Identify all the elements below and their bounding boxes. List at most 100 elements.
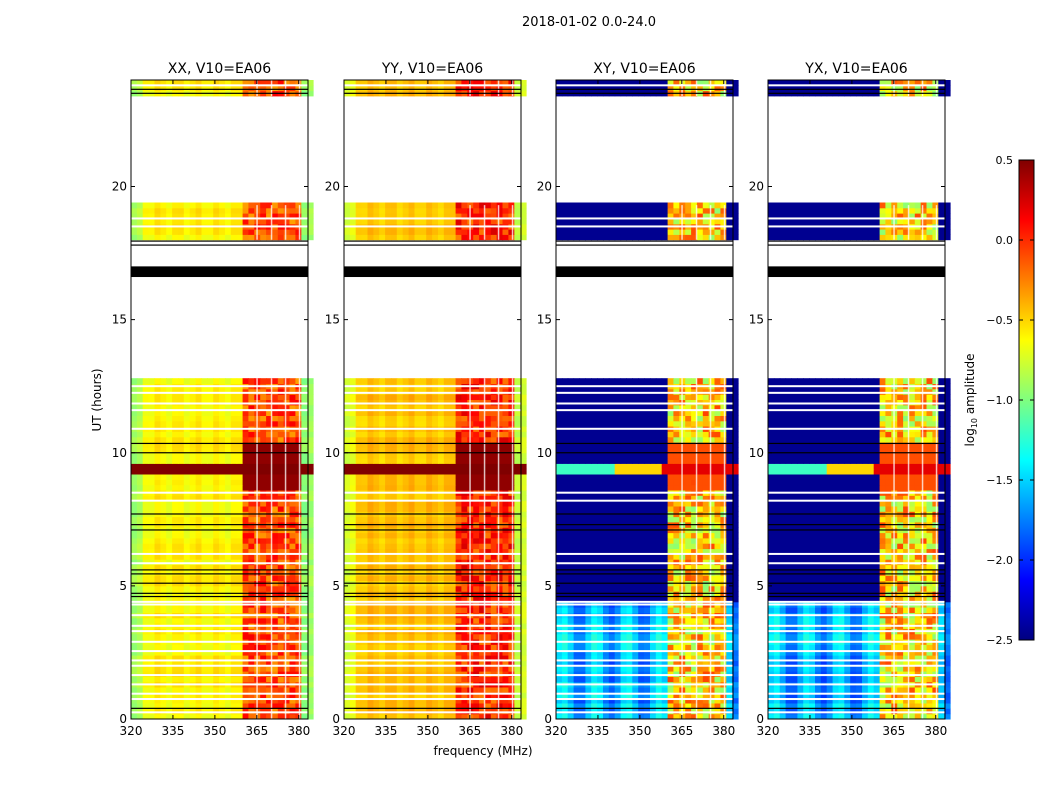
heatmap-cell [271, 543, 279, 550]
heatmap-cell [136, 85, 144, 92]
heatmap-cell [502, 537, 509, 544]
heatmap-cell [242, 607, 249, 613]
heatmap-cell [455, 452, 462, 459]
heatmap-cell [490, 80, 498, 86]
heatmap-cell [225, 703, 232, 709]
heatmap-cell [396, 516, 404, 523]
heatmap-cell [361, 564, 368, 571]
flagged-black-line [131, 595, 308, 598]
heatmap-cell [248, 708, 255, 715]
heatmap-cell [271, 202, 279, 209]
heatmap-cell [131, 596, 138, 603]
heatmap-cell [361, 548, 368, 555]
heatmap-cell [166, 479, 173, 486]
heatmap-cell [172, 596, 179, 603]
heatmap-cell [449, 687, 457, 693]
heatmap-cell [195, 671, 202, 677]
heatmap-cell [461, 569, 468, 576]
heatmap-cell [432, 207, 439, 214]
heatmap-cell [301, 585, 308, 592]
heatmap-cell [301, 617, 308, 624]
heatmap-cell [355, 569, 363, 576]
heatmap-cell [379, 218, 386, 225]
heatmap-cell [166, 655, 173, 661]
heatmap-cell [131, 484, 138, 491]
heatmap-cell [289, 378, 296, 384]
heatmap-cell [266, 569, 273, 576]
heatmap-cell [414, 532, 421, 539]
heatmap-cell [219, 553, 226, 560]
heatmap-cell [148, 452, 155, 459]
heatmap-cell [201, 708, 208, 715]
heatmap-cell [349, 655, 357, 661]
heatmap-cell [708, 703, 716, 709]
heatmap-cell [307, 229, 314, 235]
heatmap-cell [307, 532, 314, 539]
heatmap-cell [355, 431, 363, 438]
heatmap-cell [219, 452, 226, 459]
heatmap-cell [260, 564, 267, 571]
heatmap-cell [154, 644, 161, 651]
heatmap-cell [301, 532, 308, 539]
heatmap-cell [379, 575, 386, 581]
heatmap-cell [172, 394, 179, 400]
heatmap-cell [148, 617, 155, 624]
heatmap-cell [391, 452, 398, 459]
heatmap-cell [160, 516, 167, 523]
heatmap-cell [154, 559, 161, 566]
heatmap-cell [183, 692, 191, 699]
heatmap-cell [242, 585, 249, 592]
heatmap-cell [373, 500, 380, 507]
heatmap-cell [172, 687, 179, 693]
heatmap-cell [455, 548, 462, 555]
heatmap-cell [172, 697, 179, 704]
heatmap-cell [189, 404, 197, 411]
heatmap-cell [502, 213, 509, 219]
heatmap-cell [402, 420, 410, 427]
heatmap-cell [225, 234, 232, 241]
heatmap-cell [408, 229, 415, 235]
heatmap-cell [201, 399, 208, 406]
heatmap-cell [260, 660, 267, 667]
heatmap-cell [136, 80, 144, 86]
heatmap-cell [508, 85, 515, 92]
heatmap-cell [142, 532, 150, 539]
heatmap-cell [178, 431, 185, 438]
heatmap-cell [266, 692, 273, 699]
heatmap-cell [307, 697, 314, 704]
heatmap-cell [514, 378, 521, 384]
heatmap-cell [367, 394, 374, 400]
heatmap-cell [148, 500, 155, 507]
heatmap-cell [361, 404, 368, 411]
heatmap-cell [391, 713, 398, 720]
heatmap-cell [189, 537, 197, 544]
heatmap-cell [236, 633, 244, 640]
heatmap-cell [508, 660, 515, 667]
heatmap-cell [361, 415, 368, 422]
heatmap-cell [142, 559, 150, 566]
heatmap-cell [172, 506, 179, 512]
heatmap-cell [148, 506, 155, 512]
heatmap-cell [438, 234, 445, 241]
heatmap-cell [301, 506, 308, 512]
heatmap-cell [502, 378, 509, 384]
heatmap-cell [496, 479, 504, 486]
heatmap-cell [236, 697, 244, 704]
heatmap-cell [142, 697, 150, 704]
heatmap-cell [402, 697, 410, 704]
heatmap-cell [426, 229, 433, 235]
heatmap-cell [189, 436, 197, 443]
heatmap-cell [307, 495, 314, 502]
heatmap-cell [301, 229, 308, 235]
heatmap-cell [242, 399, 249, 406]
heatmap-cell [166, 463, 173, 470]
heatmap-cell [484, 516, 492, 523]
heatmap-cell [443, 85, 451, 92]
heatmap-cell [166, 553, 173, 560]
heatmap-cell [301, 388, 308, 395]
heatmap-cell [344, 85, 351, 92]
heatmap-cell [391, 378, 398, 384]
heatmap-cell [131, 703, 138, 709]
heatmap-cell [189, 80, 197, 86]
